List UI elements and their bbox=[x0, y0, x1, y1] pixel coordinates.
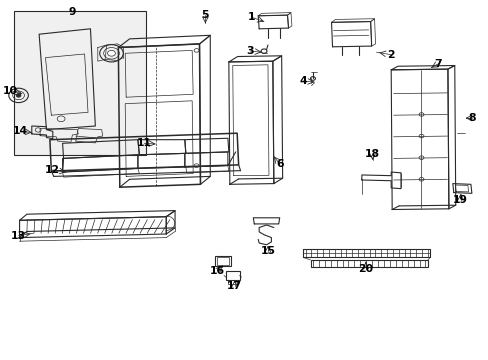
Text: 7: 7 bbox=[433, 59, 441, 69]
Text: 11: 11 bbox=[137, 138, 151, 148]
Bar bbox=[225, 271, 239, 280]
Text: 1: 1 bbox=[247, 12, 255, 22]
Text: 20: 20 bbox=[358, 264, 372, 274]
Circle shape bbox=[107, 50, 115, 56]
Text: 2: 2 bbox=[386, 50, 394, 60]
Text: 15: 15 bbox=[260, 246, 275, 256]
Bar bbox=[303, 249, 429, 257]
Text: 6: 6 bbox=[275, 159, 283, 169]
Text: 8: 8 bbox=[467, 113, 475, 123]
Text: 9: 9 bbox=[68, 6, 76, 17]
Bar bbox=[14, 11, 145, 155]
Text: 3: 3 bbox=[246, 46, 254, 56]
Text: 16: 16 bbox=[210, 266, 224, 276]
Text: 4: 4 bbox=[299, 76, 306, 86]
Text: 18: 18 bbox=[365, 149, 379, 159]
Circle shape bbox=[16, 94, 21, 97]
Bar bbox=[310, 260, 427, 267]
Bar bbox=[216, 257, 229, 265]
Text: 5: 5 bbox=[201, 10, 209, 20]
Text: 12: 12 bbox=[45, 165, 60, 175]
Text: 10: 10 bbox=[3, 86, 18, 96]
Text: 13: 13 bbox=[11, 231, 26, 241]
Text: 17: 17 bbox=[227, 281, 242, 291]
Text: 14: 14 bbox=[13, 126, 28, 136]
Text: 19: 19 bbox=[452, 195, 467, 205]
Bar bbox=[215, 256, 230, 266]
